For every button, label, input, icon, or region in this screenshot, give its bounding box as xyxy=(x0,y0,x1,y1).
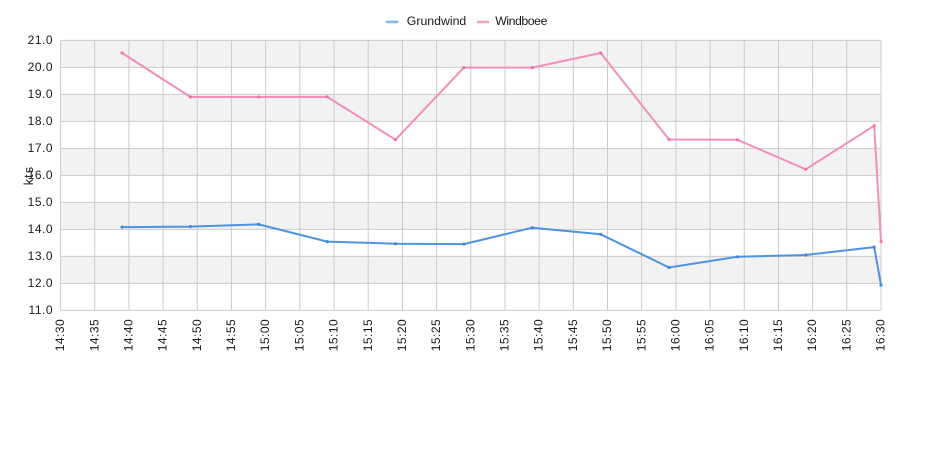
svg-text:15:55: 15:55 xyxy=(634,319,648,352)
svg-text:18.0: 18.0 xyxy=(28,114,53,128)
svg-text:15:45: 15:45 xyxy=(566,319,580,352)
svg-text:14.0: 14.0 xyxy=(28,222,53,236)
svg-text:21.0: 21.0 xyxy=(28,33,53,47)
svg-text:kts: kts xyxy=(22,166,36,186)
svg-text:16.0: 16.0 xyxy=(28,168,53,182)
svg-text:16:20: 16:20 xyxy=(805,319,819,352)
svg-text:15:10: 15:10 xyxy=(327,319,341,352)
svg-text:16:30: 16:30 xyxy=(874,319,888,352)
svg-text:15:35: 15:35 xyxy=(498,319,512,352)
svg-text:16:05: 16:05 xyxy=(703,319,717,352)
svg-text:16:00: 16:00 xyxy=(668,319,682,352)
svg-text:16:10: 16:10 xyxy=(737,319,751,352)
svg-text:Grundwind: Grundwind xyxy=(407,14,467,28)
svg-text:13.0: 13.0 xyxy=(28,249,53,263)
svg-text:15:30: 15:30 xyxy=(463,319,477,352)
svg-text:15:20: 15:20 xyxy=(395,319,409,352)
svg-text:16:25: 16:25 xyxy=(839,319,853,352)
svg-text:15:15: 15:15 xyxy=(361,319,375,352)
svg-text:20.0: 20.0 xyxy=(28,60,53,74)
svg-text:15:05: 15:05 xyxy=(292,319,306,352)
svg-text:15.0: 15.0 xyxy=(28,195,53,209)
svg-text:15:25: 15:25 xyxy=(429,319,443,352)
svg-text:17.0: 17.0 xyxy=(28,141,53,155)
svg-text:11.0: 11.0 xyxy=(29,303,53,317)
svg-text:14:50: 14:50 xyxy=(190,319,204,352)
svg-text:16:15: 16:15 xyxy=(771,319,785,352)
svg-text:Windboee: Windboee xyxy=(495,14,547,28)
svg-text:14:45: 14:45 xyxy=(156,319,170,352)
svg-text:14:30: 14:30 xyxy=(53,319,67,352)
svg-text:15:50: 15:50 xyxy=(600,319,614,352)
svg-text:12.0: 12.0 xyxy=(28,276,53,290)
svg-text:19.0: 19.0 xyxy=(28,87,53,101)
svg-text:14:55: 14:55 xyxy=(224,319,238,352)
svg-text:15:40: 15:40 xyxy=(532,319,546,352)
svg-text:14:35: 14:35 xyxy=(87,319,101,352)
svg-text:14:40: 14:40 xyxy=(121,319,135,352)
svg-text:15:00: 15:00 xyxy=(258,319,272,352)
